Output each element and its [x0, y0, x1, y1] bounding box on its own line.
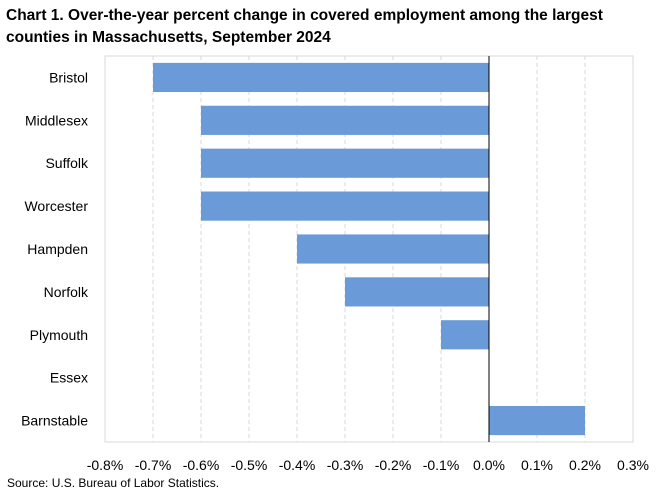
x-tick-label: 0.3% — [617, 457, 649, 473]
x-tick-label: -0.2% — [375, 457, 412, 473]
bar-middlesex — [201, 105, 489, 135]
category-label-bristol: Bristol — [49, 69, 88, 85]
category-label-middlesex: Middlesex — [25, 112, 88, 128]
chart-title: Chart 1. Over-the-year percent change in… — [6, 7, 603, 46]
category-label-worcester: Worcester — [24, 198, 88, 214]
category-label-essex: Essex — [50, 370, 88, 386]
x-tick-label: -0.4% — [279, 457, 316, 473]
category-labels: Bristol Middlesex Suffolk Worcester Hampden N… — [21, 69, 89, 428]
x-axis-tick-labels: -0.8% -0.7% -0.6% -0.5% -0.4% -0.3% -0.2% -0.1%… — [87, 457, 649, 473]
source-note: Source: U.S. Bureau of Labor Statistics. — [7, 476, 220, 490]
x-tick-label: -0.7% — [135, 457, 172, 473]
category-label-plymouth: Plymouth — [30, 327, 88, 343]
category-label-suffolk: Suffolk — [45, 155, 89, 171]
x-tick-label: -0.3% — [327, 457, 364, 473]
x-tick-label: 0.0% — [473, 457, 505, 473]
bar-bristol — [153, 62, 489, 93]
x-tick-label: 0.1% — [521, 457, 553, 473]
bar-worcester — [201, 191, 489, 221]
x-tick-label: 0.2% — [569, 457, 601, 473]
category-label-norfolk: Norfolk — [44, 284, 89, 300]
category-label-barnstable: Barnstable — [21, 413, 88, 429]
bar-norfolk — [345, 277, 489, 307]
bars — [153, 62, 585, 436]
bar-suffolk — [201, 148, 489, 178]
x-tick-label: -0.5% — [231, 457, 268, 473]
bar-barnstable — [489, 405, 585, 436]
x-tick-label: -0.6% — [183, 457, 220, 473]
bar-plymouth — [441, 320, 489, 350]
bar-hampden — [297, 234, 489, 264]
category-label-hampden: Hampden — [27, 241, 88, 257]
x-tick-label: -0.1% — [423, 457, 460, 473]
x-tick-label: -0.8% — [87, 457, 124, 473]
